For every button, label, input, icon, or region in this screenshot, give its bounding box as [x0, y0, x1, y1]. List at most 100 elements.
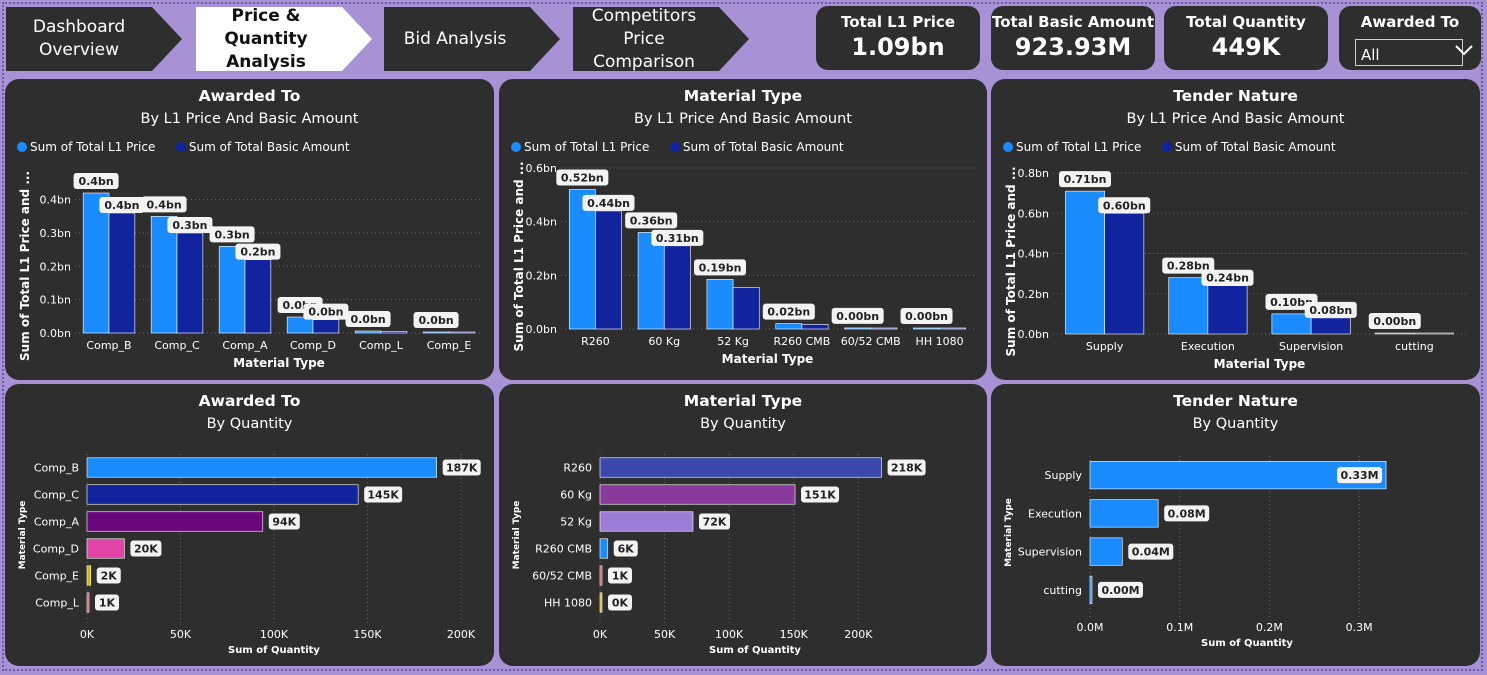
chart-subtitle: By L1 Price And Basic Amount [140, 111, 359, 127]
chart-awarded-to-price-amount[interactable]: Awarded To By L1 Price And Basic Amount … [5, 79, 494, 380]
data-label: 1K [99, 597, 116, 610]
data-label-bg [831, 307, 884, 324]
x-tick-label: 0.1M [1166, 621, 1193, 634]
x-tick-label: Supervision [1279, 340, 1343, 353]
x-axis-title: Material Type [1214, 357, 1306, 371]
data-label: 145K [367, 489, 399, 502]
bar-l1-price [1374, 332, 1415, 335]
data-label-bg [442, 459, 481, 476]
tab-bid-analysis[interactable]: Bid Analysis [384, 7, 560, 71]
x-tick-label: Comp_E [427, 339, 472, 352]
bar-quantity [86, 457, 437, 478]
legend-swatch [175, 142, 186, 152]
data-label: 0.4bn [146, 198, 181, 211]
x-tick-label: Comp_D [290, 339, 336, 352]
y-axis-title: Sum of Total L1 Price and ... [512, 162, 526, 352]
x-tick-label: Comp_L [359, 339, 404, 352]
bar-quantity [86, 511, 264, 532]
bar-basic-amount [870, 327, 898, 330]
y-tick-label: 0.2bn [40, 260, 71, 273]
x-tick-label: R260 CMB [773, 335, 830, 348]
chart-svg: 0K 50K 100K 150K 200K Sum of Quantity Material… [512, 454, 926, 656]
x-tick-label: 200K [447, 628, 476, 641]
data-label-bg [1201, 269, 1254, 286]
bar-quantity [599, 538, 609, 559]
data-label: 0.2bn [240, 246, 275, 259]
chart-subtitle: By Quantity [206, 416, 293, 432]
chart-material-type-price-amount[interactable]: Material Type By L1 Price And Basic Amou… [499, 79, 987, 380]
bar-l1-price [218, 246, 246, 334]
bar-basic-amount [1310, 317, 1351, 335]
data-label-bg [900, 308, 953, 324]
chevron-down-icon [1455, 45, 1473, 56]
data-label: 0.0bn [418, 314, 453, 327]
legend-swatch [669, 142, 680, 152]
data-label: 72K [703, 516, 727, 529]
x-axis-title: Material Type [233, 356, 325, 370]
data-label: 6K [618, 543, 635, 556]
chart-awarded-to-quantity[interactable]: Awarded To By Quantity 0K 50K 100K 150K 200K… [5, 384, 494, 666]
y-tick-label: Comp_L [35, 597, 80, 610]
y-axis-title: Sum of Total L1 Price and ... [18, 171, 32, 361]
bar-quantity [1089, 575, 1093, 604]
y-tick-label: Execution [1028, 507, 1082, 520]
data-label-bg [141, 196, 187, 213]
bar-basic-amount [448, 331, 476, 334]
bar-basic-amount [939, 327, 967, 330]
data-label: 94K [272, 516, 296, 529]
tab-dashboard-overview[interactable]: Dashboard Overview [6, 7, 182, 71]
data-label-bg [694, 259, 747, 276]
chart-svg: 0K 50K 100K 150K 200K Sum of Quantity Material… [18, 454, 481, 656]
data-label-bg [651, 229, 704, 246]
chart-material-type-quantity[interactable]: Material Type By Quantity 0K 50K 100K 150K 2… [499, 384, 987, 666]
data-label: 0.4bn [104, 199, 139, 212]
data-label: 0.36bn [630, 214, 673, 227]
y-tick-label: Comp_D [33, 543, 79, 556]
chart-svg: Sum of Total L1 Price Sum of Total Basic … [1003, 140, 1466, 371]
y-tick-label: 60 Kg [560, 489, 592, 502]
y-tick-label: 0.6bn [526, 162, 557, 175]
data-label: 0.4bn [78, 175, 113, 188]
y-tick-label: 0.0bn [1018, 328, 1049, 341]
y-tick-label: 0.0bn [526, 323, 557, 336]
tab-label-line2: Overview [38, 40, 120, 60]
bar-quantity [86, 538, 125, 559]
x-tick-label: 60 Kg [648, 335, 680, 348]
tab-shape [573, 7, 749, 71]
data-label: 0.08M [1168, 507, 1206, 520]
data-label-bg [1337, 467, 1383, 484]
tab-label-line1: Dashboard [32, 17, 126, 37]
data-label-bg [608, 594, 632, 611]
tab-price-quantity-analysis[interactable]: Price & Quantity Analysis [196, 6, 372, 72]
x-tick-label: Comp_C [154, 339, 200, 352]
bar-quantity [599, 565, 603, 586]
chart-subtitle: By Quantity [1192, 416, 1279, 432]
x-axis-title: Material Type [722, 352, 814, 366]
data-label: 0.0bn [350, 313, 385, 326]
tab-shape [384, 7, 560, 71]
y-tick-label: 0.2bn [1018, 288, 1049, 301]
y-tick-label: 0.4bn [40, 194, 71, 207]
bar-l1-price [150, 216, 178, 334]
data-label: 187K [446, 462, 478, 475]
chart-tender-nature-quantity[interactable]: Tender Nature By Quantity 0.0M 0.1M 0.2M 0.… [991, 384, 1480, 666]
kpi-total-quantity: Total Quantity 449K [1164, 6, 1328, 70]
data-label-bg [801, 486, 840, 503]
dropdown-value: All [1361, 46, 1380, 64]
x-tick-label: cutting [1395, 340, 1434, 353]
x-tick-label: HH 1080 [916, 335, 964, 348]
chart-title: Tender Nature [1173, 392, 1298, 410]
data-label: 0.19bn [699, 261, 742, 274]
tab-label-line2: Analysis [226, 51, 306, 72]
data-label-bg [582, 194, 635, 211]
tab-shape [6, 7, 182, 71]
tab-competitors-price-comparison[interactable]: Competitors Price Comparison [573, 6, 749, 72]
legend-label: Sum of Total Basic Amount [1175, 140, 1336, 154]
awarded-to-dropdown[interactable]: All [1355, 39, 1463, 66]
data-label: 0.08bn [1309, 304, 1352, 317]
y-tick-label: 0.2bn [526, 269, 557, 282]
chart-tender-nature-price-amount[interactable]: Tender Nature By L1 Price And Basic Amou… [991, 79, 1480, 380]
x-axis-title: Sum of Quantity [1201, 638, 1293, 649]
chart-subtitle: By Quantity [700, 416, 786, 432]
data-label-bg [1304, 301, 1357, 318]
